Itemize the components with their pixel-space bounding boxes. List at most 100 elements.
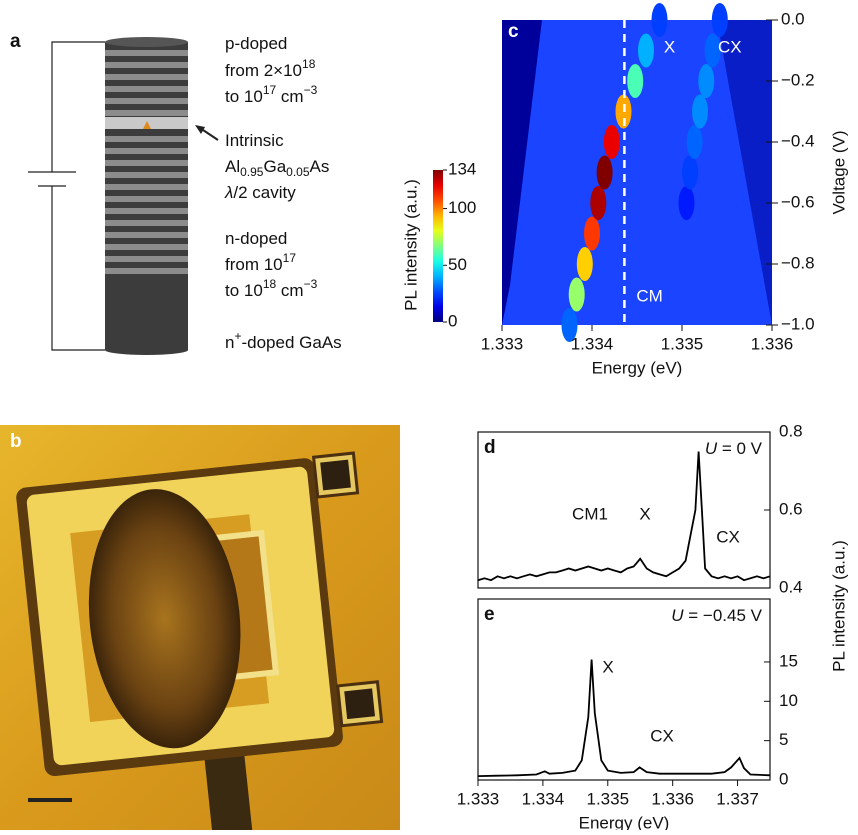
panel-label: a bbox=[10, 31, 21, 52]
mirror-layer bbox=[105, 98, 188, 104]
colorbar-tick-label: 50 bbox=[448, 255, 467, 274]
layer-label: n-doped bbox=[225, 229, 287, 248]
text-run: 18 bbox=[302, 57, 316, 71]
text-run: U bbox=[705, 439, 718, 458]
mirror-layer bbox=[105, 208, 188, 214]
x-tick-label: 1.337 bbox=[716, 789, 759, 808]
text-run: from 2×10 bbox=[225, 61, 302, 80]
intensity-cell bbox=[652, 3, 668, 37]
colorbar-tick-label: 134 bbox=[448, 159, 476, 178]
line-label: X bbox=[664, 37, 675, 56]
y-tick-label: −0.2 bbox=[781, 70, 815, 89]
colorbar-tick-label: 100 bbox=[448, 198, 476, 217]
intensity-cell bbox=[692, 95, 708, 129]
layer-label: to 1017 cm−3 bbox=[225, 83, 318, 106]
layer-label: p-doped bbox=[225, 34, 287, 53]
y-tick-label: 0.6 bbox=[779, 499, 803, 518]
intensity-cell bbox=[569, 278, 585, 312]
pillar bbox=[105, 37, 188, 355]
text-run: -doped GaAs bbox=[241, 333, 341, 352]
text-run: n bbox=[225, 333, 234, 352]
intensity-cell bbox=[679, 186, 695, 220]
mirror-layer bbox=[105, 136, 188, 142]
intensity-cell bbox=[627, 64, 643, 98]
mirror-layer bbox=[105, 110, 188, 116]
text-run: from 10 bbox=[225, 255, 283, 274]
x-tick-label: 1.334 bbox=[571, 334, 614, 353]
peak-label: CX bbox=[650, 726, 674, 745]
intensity-cell bbox=[590, 186, 606, 220]
intensity-cell bbox=[638, 34, 654, 68]
wire bbox=[52, 42, 105, 172]
y-tick-label: 0 bbox=[779, 769, 788, 788]
text-run: λ bbox=[224, 183, 233, 202]
pillar-top bbox=[105, 37, 188, 47]
x-tick-label: 1.333 bbox=[481, 334, 524, 353]
x-axis-label: Energy (eV) bbox=[579, 813, 670, 830]
text-run: to 10 bbox=[225, 87, 263, 106]
page: {"diagram": {"panel": "a", "labels": [ {… bbox=[0, 0, 858, 830]
text-run: 17 bbox=[283, 251, 297, 265]
mirror-layer bbox=[105, 62, 188, 68]
micrograph: b bbox=[0, 425, 400, 830]
peak-label: CX bbox=[716, 527, 740, 546]
text-run: + bbox=[234, 329, 241, 343]
x-tick-label: 1.333 bbox=[457, 789, 500, 808]
mirror-layer bbox=[105, 148, 188, 154]
mirror-layer bbox=[105, 160, 188, 166]
x-tick-label: 1.336 bbox=[751, 334, 794, 353]
peak-label: X bbox=[602, 657, 613, 676]
arrow-head bbox=[195, 125, 205, 134]
y-tick-label: 5 bbox=[779, 730, 788, 749]
text-run: n-doped bbox=[225, 229, 287, 248]
condition-label: U = 0 V bbox=[705, 439, 763, 458]
x-tick-label: 1.334 bbox=[522, 789, 565, 808]
text-run: U bbox=[671, 606, 684, 625]
colorbar-label: PL intensity (a.u.) bbox=[401, 179, 420, 311]
y-tick-label: 0.0 bbox=[781, 9, 805, 28]
line-label: CX bbox=[718, 37, 742, 56]
body: p-dopedfrom 2×1018to 1017 cm−3IntrinsicA… bbox=[0, 0, 858, 830]
layer-label: from 2×1018 bbox=[225, 57, 316, 80]
spectrum-line bbox=[478, 452, 770, 581]
text-run: /2 cavity bbox=[233, 183, 296, 202]
intensity-cell bbox=[577, 247, 593, 281]
text-run: 0.95 bbox=[240, 165, 264, 179]
chart-line: U = 0 VCM1XCXdPL intensity (a.u.)0.40.60… bbox=[478, 421, 848, 671]
mirror-layer bbox=[105, 74, 188, 80]
x-tick-label: 1.336 bbox=[651, 789, 694, 808]
pad-contact bbox=[320, 460, 351, 491]
mirror-layer bbox=[105, 256, 188, 262]
mirror-layer bbox=[105, 268, 188, 274]
text-run: 17 bbox=[263, 83, 277, 97]
layer-label: Al0.95Ga0.05As bbox=[225, 157, 329, 179]
text-run: = 0 V bbox=[717, 439, 763, 458]
pad-contact bbox=[344, 688, 375, 719]
text-run: Al bbox=[225, 157, 240, 176]
text-run: −3 bbox=[304, 277, 318, 291]
y-tick-label: 0.4 bbox=[779, 577, 803, 596]
colorbar bbox=[433, 170, 443, 322]
mirror-layer bbox=[105, 220, 188, 226]
spectrum-line bbox=[478, 660, 770, 777]
y-axis-label: PL intensity (a.u.) bbox=[829, 540, 848, 672]
x-axis-label: Energy (eV) bbox=[592, 358, 683, 377]
intensity-cell bbox=[687, 125, 703, 159]
plot-frame bbox=[478, 599, 770, 780]
peak-label: CM1 bbox=[572, 504, 608, 523]
mirror-layer bbox=[105, 244, 188, 250]
layer-label: to 1018 cm−3 bbox=[225, 277, 318, 300]
mirror-layer bbox=[105, 172, 188, 178]
y-tick-label: 15 bbox=[779, 651, 798, 670]
layer-label: from 1017 bbox=[225, 251, 296, 274]
condition-label: U = −0.45 V bbox=[671, 606, 762, 625]
mirror-layer bbox=[105, 86, 188, 92]
text-run: cm bbox=[276, 87, 303, 106]
peak-label: X bbox=[639, 504, 650, 523]
y-tick-label: −0.4 bbox=[781, 131, 815, 150]
figure: p-dopedfrom 2×1018to 1017 cm−3IntrinsicA… bbox=[0, 0, 858, 830]
layer-label: λ/2 cavity bbox=[224, 183, 296, 202]
x-tick-label: 1.335 bbox=[661, 334, 704, 353]
